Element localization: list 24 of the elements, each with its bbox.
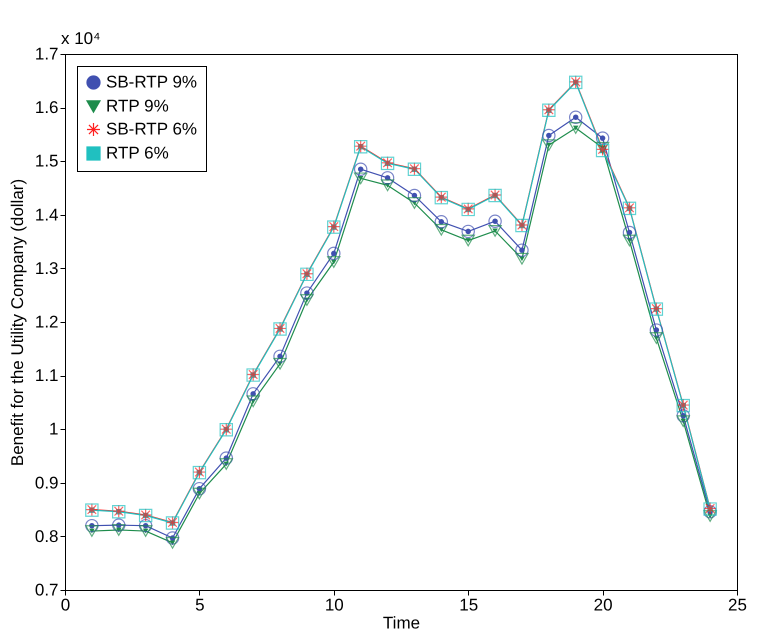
x-tick-label: 0 [60, 596, 70, 614]
x-tick-label: 15 [459, 596, 478, 614]
x-tick-label: 5 [195, 596, 205, 614]
text: x 10⁴ [61, 29, 100, 48]
y-tick-label: 1.6 [34, 98, 58, 118]
y-axis-title: Benefit for the Utility Company (dollar) [8, 178, 27, 466]
y-tick-label: 1.7 [34, 44, 58, 64]
y-tick-label: 1 [49, 420, 58, 439]
y-tick-label: 1.4 [34, 205, 58, 224]
legend-label: SB-RTP 9% [106, 72, 198, 92]
y-tick-label: 1.1 [34, 366, 58, 386]
y-tick-label: 0.8 [34, 526, 58, 546]
x-tick-label: 20 [594, 596, 613, 614]
y-tick-label: 0.9 [34, 473, 58, 492]
x-axis-title: Time [382, 614, 420, 632]
y-tick-label: 0.7 [34, 580, 58, 600]
y-tick-label: 1.3 [34, 258, 58, 278]
x-tick-label: 10 [324, 596, 344, 614]
x-tick-label: 25 [728, 596, 747, 614]
legend-label: RTP 6% [106, 144, 169, 162]
legend-label: RTP 9% [106, 96, 169, 116]
y-tick-label: 1.5 [34, 152, 58, 171]
legend-label: SB-RTP 6% [106, 120, 198, 138]
y-tick-label: 1.2 [34, 312, 58, 332]
